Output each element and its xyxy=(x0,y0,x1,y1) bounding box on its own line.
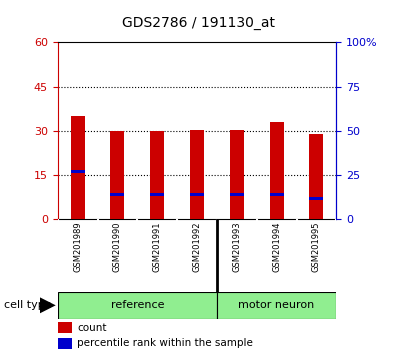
Bar xyxy=(58,338,72,349)
Text: count: count xyxy=(77,322,107,332)
Bar xyxy=(310,197,324,200)
Bar xyxy=(190,130,204,219)
Text: reference: reference xyxy=(111,300,164,310)
Text: GSM201990: GSM201990 xyxy=(113,222,122,272)
Bar xyxy=(71,116,85,219)
Bar xyxy=(270,122,284,219)
Bar xyxy=(71,170,85,173)
Bar xyxy=(230,130,244,219)
Bar xyxy=(111,193,125,196)
Bar xyxy=(310,134,324,219)
Bar xyxy=(58,292,217,319)
Text: percentile rank within the sample: percentile rank within the sample xyxy=(77,338,253,348)
Bar xyxy=(217,292,336,319)
Bar xyxy=(230,193,244,196)
Text: GSM201989: GSM201989 xyxy=(73,222,82,272)
Text: GSM201993: GSM201993 xyxy=(232,222,241,272)
Bar xyxy=(58,322,72,333)
Text: GSM201992: GSM201992 xyxy=(193,222,201,272)
Bar xyxy=(270,193,284,196)
Bar xyxy=(150,131,164,219)
Text: GSM201991: GSM201991 xyxy=(153,222,162,272)
Bar xyxy=(190,193,204,196)
Text: GSM201994: GSM201994 xyxy=(272,222,281,272)
Text: cell type: cell type xyxy=(4,300,52,310)
Bar xyxy=(150,193,164,196)
Text: motor neuron: motor neuron xyxy=(238,300,315,310)
Text: GSM201995: GSM201995 xyxy=(312,222,321,272)
Text: GDS2786 / 191130_at: GDS2786 / 191130_at xyxy=(123,16,275,30)
Bar xyxy=(111,131,125,219)
Polygon shape xyxy=(40,297,56,313)
